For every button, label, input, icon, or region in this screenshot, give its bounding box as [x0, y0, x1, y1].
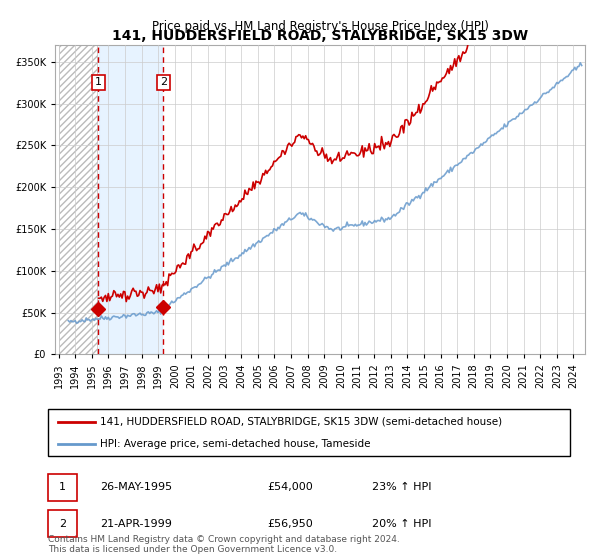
FancyBboxPatch shape — [48, 510, 77, 537]
Text: HPI: Average price, semi-detached house, Tameside: HPI: Average price, semi-detached house,… — [100, 438, 371, 449]
FancyBboxPatch shape — [48, 409, 570, 456]
Text: £56,950: £56,950 — [267, 519, 313, 529]
Text: 20% ↑ HPI: 20% ↑ HPI — [371, 519, 431, 529]
Text: 141, HUDDERSFIELD ROAD, STALYBRIDGE, SK15 3DW (semi-detached house): 141, HUDDERSFIELD ROAD, STALYBRIDGE, SK1… — [100, 417, 502, 427]
Text: 21-APR-1999: 21-APR-1999 — [100, 519, 172, 529]
Text: Contains HM Land Registry data © Crown copyright and database right 2024.
This d: Contains HM Land Registry data © Crown c… — [48, 535, 400, 554]
Text: Price paid vs. HM Land Registry's House Price Index (HPI): Price paid vs. HM Land Registry's House … — [152, 20, 488, 33]
Text: 23% ↑ HPI: 23% ↑ HPI — [371, 482, 431, 492]
FancyBboxPatch shape — [48, 474, 77, 501]
Text: 2: 2 — [160, 77, 167, 87]
Title: 141, HUDDERSFIELD ROAD, STALYBRIDGE, SK15 3DW: 141, HUDDERSFIELD ROAD, STALYBRIDGE, SK1… — [112, 29, 528, 43]
Text: 2: 2 — [59, 519, 66, 529]
Text: 26-MAY-1995: 26-MAY-1995 — [100, 482, 172, 492]
Text: 1: 1 — [59, 482, 66, 492]
Text: 1: 1 — [95, 77, 102, 87]
Text: £54,000: £54,000 — [267, 482, 313, 492]
